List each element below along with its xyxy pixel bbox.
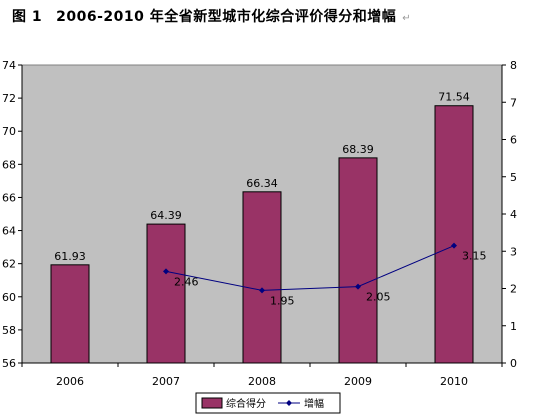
bar bbox=[242, 191, 282, 364]
x-tick-label: 2010 bbox=[440, 375, 468, 388]
figure-title-text: 2006-2010 年全省新型城市化综合评价得分和增幅 bbox=[56, 9, 397, 25]
y-right-tick-label: 4 bbox=[510, 208, 517, 221]
y-right-tick-label: 6 bbox=[510, 134, 517, 147]
y-right-tick-label: 1 bbox=[510, 320, 517, 333]
y-right-tick-label: 3 bbox=[510, 245, 517, 258]
y-left-tick-label: 70 bbox=[2, 125, 16, 138]
bar bbox=[434, 105, 474, 364]
y-right-tick-label: 5 bbox=[510, 171, 517, 184]
line-marker bbox=[259, 287, 265, 294]
bar-data-label: 61.93 bbox=[54, 250, 86, 263]
line-series bbox=[165, 245, 455, 291]
x-tick-label: 2006 bbox=[56, 375, 84, 388]
line-marker bbox=[163, 268, 169, 275]
y-left-tick-label: 62 bbox=[2, 258, 16, 271]
y-left-tick-label: 68 bbox=[2, 158, 16, 171]
legend-bar-label: 综合得分 bbox=[226, 397, 266, 410]
bar bbox=[338, 157, 378, 364]
y-left-tick-label: 56 bbox=[2, 357, 16, 370]
legend-line-label: 增幅 bbox=[304, 397, 324, 410]
line-data-label: 3.15 bbox=[462, 250, 487, 263]
line-marker bbox=[355, 283, 361, 290]
figure-title: 图 1 2006-2010 年全省新型城市化综合评价得分和增幅 ↵ bbox=[12, 6, 411, 26]
legend-bar-swatch bbox=[201, 397, 223, 409]
line-data-label: 2.46 bbox=[174, 275, 199, 288]
figure-label: 图 1 bbox=[12, 9, 43, 25]
y-right-tick-label: 0 bbox=[510, 357, 517, 370]
line-marker bbox=[451, 242, 457, 249]
bar-data-label: 64.39 bbox=[150, 209, 182, 222]
x-tick-label: 2008 bbox=[248, 375, 276, 388]
y-left-tick-label: 60 bbox=[2, 291, 16, 304]
legend-line-marker bbox=[286, 400, 292, 406]
y-right-tick-label: 2 bbox=[510, 283, 517, 296]
line-data-label: 1.95 bbox=[270, 294, 295, 307]
bar-data-label: 66.34 bbox=[246, 177, 278, 190]
x-tick-label: 2009 bbox=[344, 375, 372, 388]
y-right-tick-label: 7 bbox=[510, 96, 517, 109]
y-left-tick-label: 66 bbox=[2, 191, 16, 204]
paragraph-mark-icon: ↵ bbox=[402, 13, 412, 24]
x-tick-label: 2007 bbox=[152, 375, 180, 388]
y-left-tick-label: 58 bbox=[2, 324, 16, 337]
legend-box bbox=[195, 392, 341, 414]
y-right-tick-label: 8 bbox=[510, 59, 517, 72]
bar bbox=[146, 223, 186, 364]
line-data-label: 2.05 bbox=[366, 291, 391, 304]
bar-data-label: 71.54 bbox=[438, 91, 470, 104]
bar bbox=[50, 264, 90, 364]
y-left-tick-label: 72 bbox=[2, 92, 16, 105]
y-left-tick-label: 74 bbox=[2, 59, 16, 72]
bar-data-label: 68.39 bbox=[342, 143, 374, 156]
y-left-tick-label: 64 bbox=[2, 225, 16, 238]
